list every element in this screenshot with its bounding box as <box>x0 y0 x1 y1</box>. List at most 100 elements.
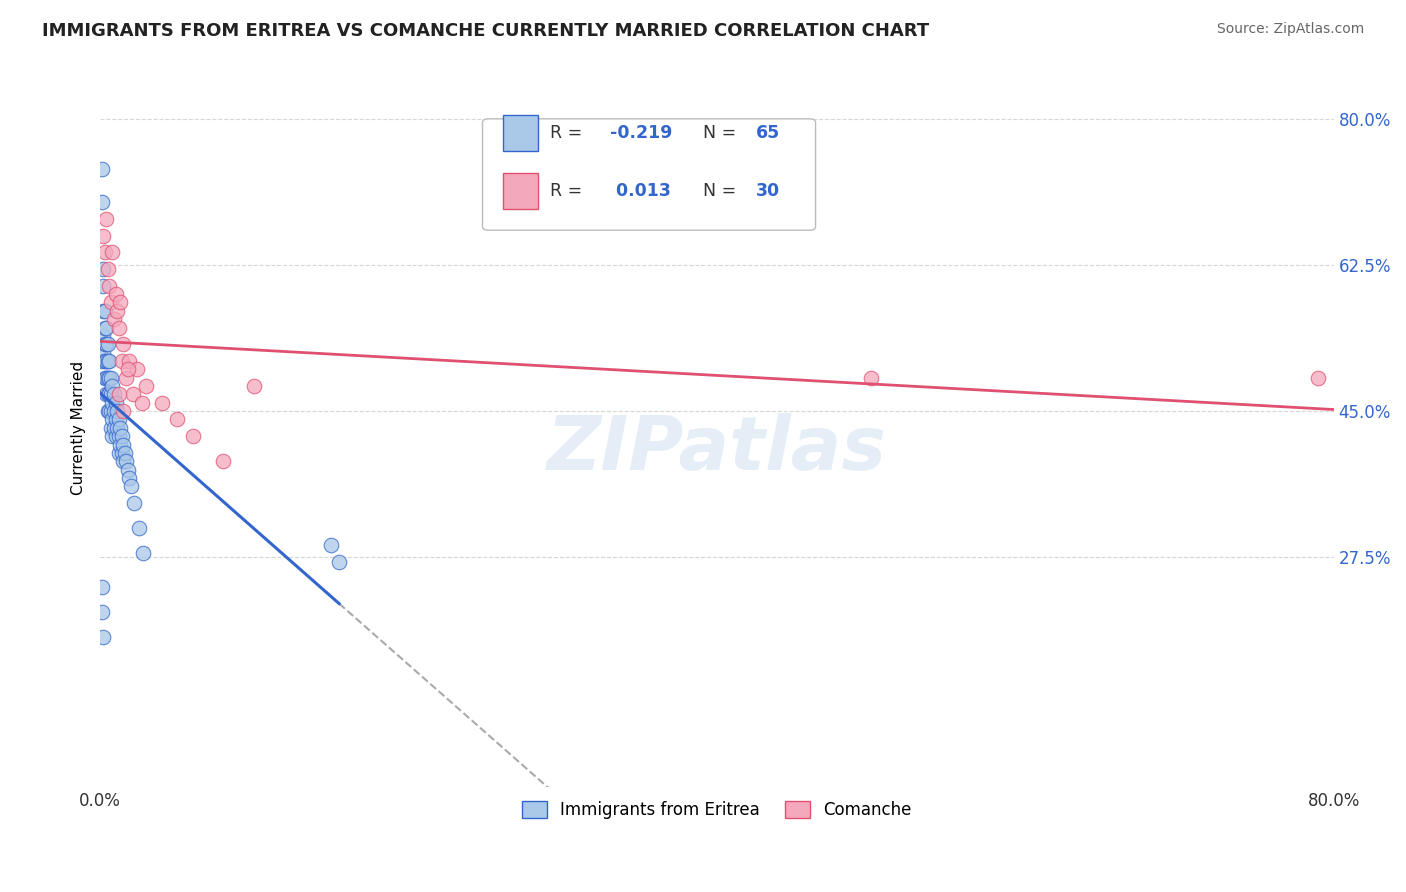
Point <box>90 195 112 210</box>
Point <box>104 429 127 443</box>
Point <box>103 421 125 435</box>
Point <box>90 354 112 368</box>
Point <box>181 429 204 443</box>
Point <box>128 521 150 535</box>
Point <box>94 320 117 334</box>
FancyBboxPatch shape <box>503 115 538 151</box>
Point <box>100 387 122 401</box>
Text: R =: R = <box>550 182 588 200</box>
Point <box>105 303 128 318</box>
FancyBboxPatch shape <box>482 119 815 230</box>
Point <box>321 538 343 552</box>
Point <box>121 387 143 401</box>
Point <box>94 245 117 260</box>
Text: R =: R = <box>550 124 588 142</box>
Point <box>108 421 131 435</box>
Text: Source: ZipAtlas.com: Source: ZipAtlas.com <box>1216 22 1364 37</box>
Point <box>111 446 134 460</box>
Legend: Immigrants from Eritrea, Comanche: Immigrants from Eritrea, Comanche <box>516 794 918 826</box>
Point <box>101 379 124 393</box>
Point <box>243 379 266 393</box>
Point <box>108 295 131 310</box>
Point <box>96 370 118 384</box>
Point <box>101 245 124 260</box>
Point <box>91 228 114 243</box>
Point <box>120 479 142 493</box>
Point <box>90 580 112 594</box>
Point <box>91 329 114 343</box>
Point <box>100 295 122 310</box>
Point <box>107 320 129 334</box>
Point <box>111 429 134 443</box>
Point <box>94 303 117 318</box>
Point <box>117 362 139 376</box>
Text: 0.013: 0.013 <box>610 182 671 200</box>
Point <box>97 354 120 368</box>
Point <box>96 320 118 334</box>
Point <box>94 370 117 384</box>
Point <box>90 161 112 176</box>
Point <box>91 630 114 644</box>
Point <box>97 337 120 351</box>
Point <box>1308 370 1330 384</box>
Point <box>118 354 141 368</box>
Y-axis label: Currently Married: Currently Married <box>72 360 86 495</box>
Point <box>90 605 112 619</box>
Text: IMMIGRANTS FROM ERITREA VS COMANCHE CURRENTLY MARRIED CORRELATION CHART: IMMIGRANTS FROM ERITREA VS COMANCHE CURR… <box>42 22 929 40</box>
Point <box>104 412 127 426</box>
Point <box>98 354 121 368</box>
Point <box>107 446 129 460</box>
Point <box>94 354 117 368</box>
Point <box>135 379 157 393</box>
Point <box>111 354 134 368</box>
Point <box>91 262 114 277</box>
Text: 30: 30 <box>756 182 780 200</box>
Point <box>117 462 139 476</box>
Point <box>98 404 121 418</box>
Point <box>100 404 122 418</box>
Point <box>94 337 117 351</box>
Point <box>104 396 127 410</box>
Point <box>91 278 114 293</box>
Point <box>107 387 129 401</box>
Point <box>127 362 149 376</box>
Point <box>97 262 120 277</box>
Point <box>97 387 120 401</box>
Text: ZIPatlas: ZIPatlas <box>547 413 887 486</box>
Point <box>98 278 121 293</box>
Point <box>91 345 114 359</box>
Point <box>98 370 121 384</box>
Point <box>97 404 120 418</box>
Point <box>103 404 125 418</box>
Text: N =: N = <box>692 182 742 200</box>
Point <box>101 412 124 426</box>
Point <box>96 211 118 226</box>
Point <box>112 337 135 351</box>
Point <box>108 437 131 451</box>
Point <box>101 396 124 410</box>
Point <box>150 396 173 410</box>
Point <box>91 303 114 318</box>
Point <box>98 387 121 401</box>
Text: N =: N = <box>692 124 742 142</box>
Point <box>107 429 129 443</box>
Point <box>132 546 155 560</box>
Text: 65: 65 <box>756 124 780 142</box>
Point <box>112 437 135 451</box>
Point <box>105 404 128 418</box>
Point <box>96 354 118 368</box>
Text: -0.219: -0.219 <box>610 124 672 142</box>
Point <box>131 396 153 410</box>
Point <box>112 454 135 468</box>
FancyBboxPatch shape <box>503 173 538 209</box>
Point <box>122 496 145 510</box>
Point <box>212 454 235 468</box>
Point <box>96 337 118 351</box>
Point <box>118 471 141 485</box>
Point <box>114 446 136 460</box>
Point <box>860 370 883 384</box>
Point <box>166 412 188 426</box>
Point <box>104 287 127 301</box>
Point <box>112 404 135 418</box>
Point <box>115 370 138 384</box>
